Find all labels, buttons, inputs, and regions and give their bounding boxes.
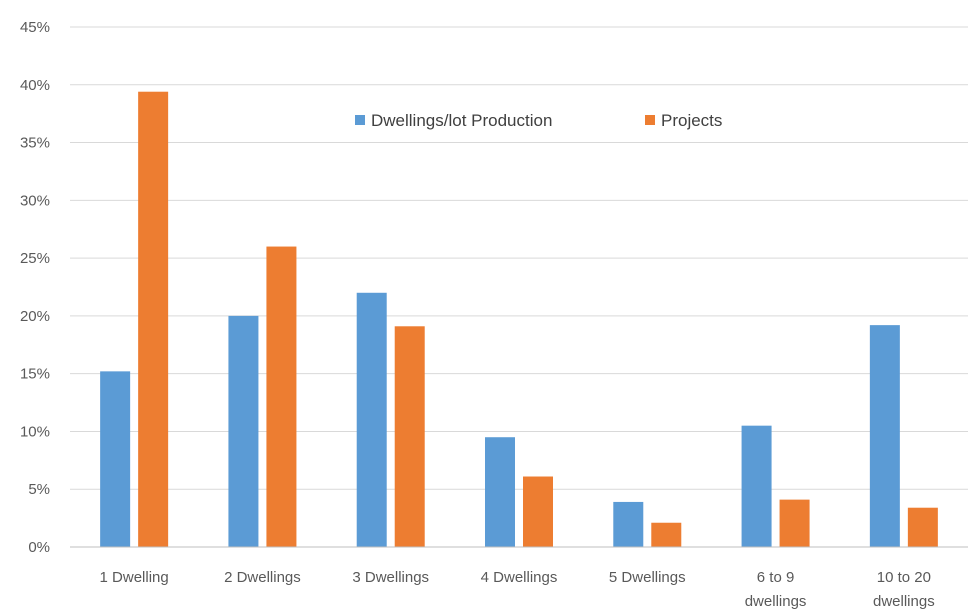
x-category-label: 1 Dwelling	[100, 569, 169, 586]
x-category-label: dwellings	[873, 593, 935, 610]
y-tick-label: 25%	[20, 250, 50, 267]
y-tick-label: 5%	[28, 481, 50, 498]
legend-swatch	[645, 115, 655, 125]
y-tick-label: 20%	[20, 308, 50, 325]
bar-projects	[138, 91, 169, 547]
bars	[100, 91, 938, 548]
gridlines	[70, 26, 968, 490]
y-tick-label: 35%	[20, 135, 50, 152]
x-category-label: 10 to 20	[877, 569, 931, 586]
x-category-label: 2 Dwellings	[224, 569, 301, 586]
bar-projects	[651, 522, 682, 547]
bar-dwellings-lot-production	[356, 292, 387, 547]
y-tick-label: 0%	[28, 539, 50, 556]
y-tick-label: 40%	[20, 77, 50, 94]
bar-dwellings-lot-production	[613, 501, 644, 547]
x-category-label: 4 Dwellings	[481, 569, 558, 586]
bar-dwellings-lot-production	[228, 315, 259, 547]
x-category-label: 5 Dwellings	[609, 569, 686, 586]
x-category-label: 6 to 9	[757, 569, 795, 586]
x-category-label: dwellings	[745, 593, 807, 610]
y-tick-label: 10%	[20, 423, 50, 440]
bar-dwellings-lot-production	[485, 437, 515, 547]
bar-projects	[394, 326, 425, 547]
legend-label: Dwellings/lot Production	[371, 111, 552, 130]
bar-dwellings-lot-production	[869, 325, 900, 547]
legend: Dwellings/lot Production Projects	[355, 111, 722, 130]
y-tick-label: 45%	[20, 19, 50, 36]
bar-projects	[523, 476, 553, 547]
bar-dwellings-lot-production	[741, 425, 772, 547]
legend-label: Projects	[661, 111, 722, 130]
legend-swatch	[355, 115, 365, 125]
bar-projects	[907, 507, 938, 547]
bar-projects	[779, 499, 810, 547]
bar-dwellings-lot-production	[100, 371, 131, 547]
y-tick-label: 15%	[20, 366, 50, 383]
x-axis-category-labels: 1 Dwelling 2 Dwellings 3 Dwellings 4 Dwelli…	[100, 569, 935, 610]
y-tick-label: 30%	[20, 192, 50, 209]
y-axis-ticks: 0% 5% 10% 15% 20% 25% 30% 35% 40% 45%	[20, 19, 50, 556]
x-category-label: 3 Dwellings	[352, 569, 429, 586]
bar-projects	[266, 246, 297, 548]
